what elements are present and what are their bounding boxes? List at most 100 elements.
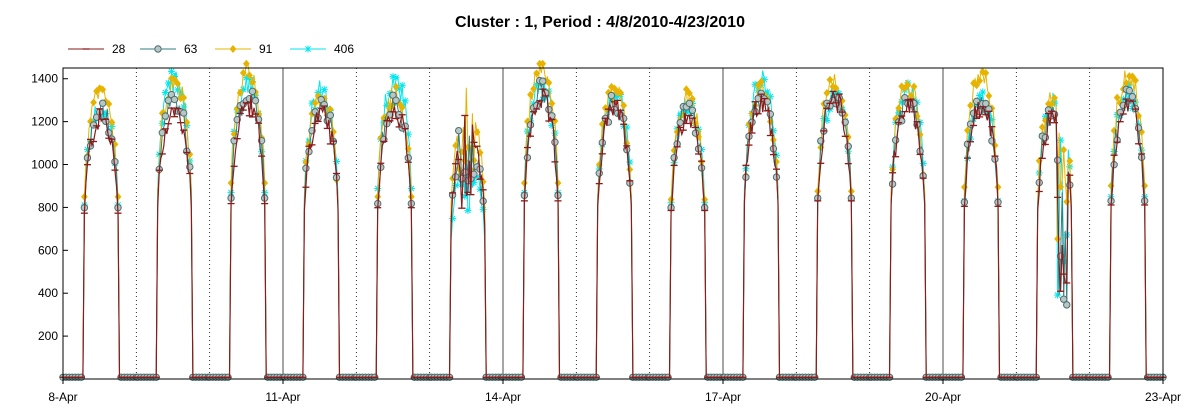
data-point-406 [763,88,771,96]
data-point-63 [676,118,684,127]
data-point-91 [1057,182,1065,191]
y-tick-label: 200 [38,329,58,343]
data-point-63 [1059,295,1068,303]
data-point-91 [973,81,981,90]
data-point-406 [332,157,340,165]
data-point-406 [167,67,175,75]
data-point-91 [617,88,625,97]
data-point-63 [248,87,257,96]
data-point-91 [904,81,912,90]
data-point-406 [449,215,457,223]
series-layer [59,59,1167,382]
data-point-91 [1132,76,1139,85]
x-tick-label: 11-Apr [265,390,300,404]
data-point-91 [601,104,609,113]
data-point-91 [982,69,990,77]
data-point-91 [964,126,971,135]
data-point-406 [476,185,484,193]
y-axis: 200 400 600 800 1000 1200 1400 [31,72,68,343]
data-point-91 [249,78,256,87]
y-tick-label: 800 [38,200,58,214]
data-point-91 [539,59,547,68]
plot-frame [62,67,1164,380]
data-point-91 [1054,234,1061,243]
data-point-63 [539,77,547,85]
data-point-91 [452,141,460,150]
x-tick-label: 17-Apr [705,390,741,404]
data-point-406 [161,89,169,97]
data-point-63 [251,96,260,105]
data-point-63 [891,136,900,144]
data-point-91 [245,71,253,80]
data-point-91 [90,98,97,107]
legend-item-406: 406 [290,42,354,56]
data-point-63 [595,169,603,177]
data-point-91 [80,192,88,201]
data-point-63 [598,138,607,147]
y-tick-label: 1400 [31,72,58,86]
data-point-63 [1125,86,1134,95]
data-point-406 [398,81,406,89]
legend-label: 406 [334,42,354,56]
data-point-91 [311,99,319,108]
data-point-63 [458,174,466,183]
data-point-406 [1054,291,1062,299]
data-point-91 [611,84,618,93]
data-point-63 [607,91,616,100]
data-point-91 [392,82,400,91]
x-axis: 8-Apr 11-Apr 14-Apr 17-Apr 20-Apr 23-Apr [48,379,1181,404]
data-point-91 [757,77,765,86]
data-point-406 [1057,136,1065,144]
data-point-91 [685,89,693,98]
data-point-91 [823,89,831,97]
data-point-63 [161,112,170,120]
series-line-28 [63,87,1163,378]
series-63 [59,76,1167,381]
y-tick-label: 400 [38,286,58,300]
data-point-91 [1038,123,1046,132]
data-point-91 [1113,93,1121,102]
data-point-91 [533,69,541,78]
data-point-63 [392,96,400,105]
data-point-406 [548,121,556,129]
data-point-406 [164,79,172,87]
data-point-63 [526,121,535,129]
data-point-63 [685,99,694,108]
data-point-63 [844,142,852,151]
legend-marker [154,45,162,53]
data-point-91 [99,85,107,94]
data-point-63 [302,164,310,172]
data-point-91 [530,84,537,93]
data-point-406 [320,85,328,93]
data-point-63 [1128,93,1137,101]
legend-marker [304,45,312,53]
data-point-91 [826,75,834,84]
y-tick-label: 600 [38,243,58,257]
data-point-91 [1051,94,1058,102]
legend-marker [229,45,237,53]
data-point-91 [108,118,116,127]
x-tick-label: 20-Apr [925,390,961,404]
x-tick-label: 14-Apr [485,390,521,404]
data-point-406 [392,74,400,82]
data-point-63 [1063,301,1071,309]
data-point-91 [1060,145,1068,154]
legend-label: 28 [112,42,126,56]
data-point-91 [473,128,481,137]
data-point-91 [967,101,974,110]
data-point-91 [994,183,1002,192]
x-tick-label: 8-Apr [48,390,77,404]
data-point-406 [1063,231,1071,239]
data-point-91 [620,101,628,110]
data-point-91 [548,99,556,108]
data-point-63 [233,115,241,124]
data-point-406 [452,181,460,189]
data-point-91 [682,85,690,94]
data-point-63 [179,109,188,117]
data-point-406 [551,129,559,137]
data-point-91 [398,103,406,112]
data-point-63 [766,110,775,118]
data-point-63 [99,99,107,107]
data-point-91 [527,90,534,99]
